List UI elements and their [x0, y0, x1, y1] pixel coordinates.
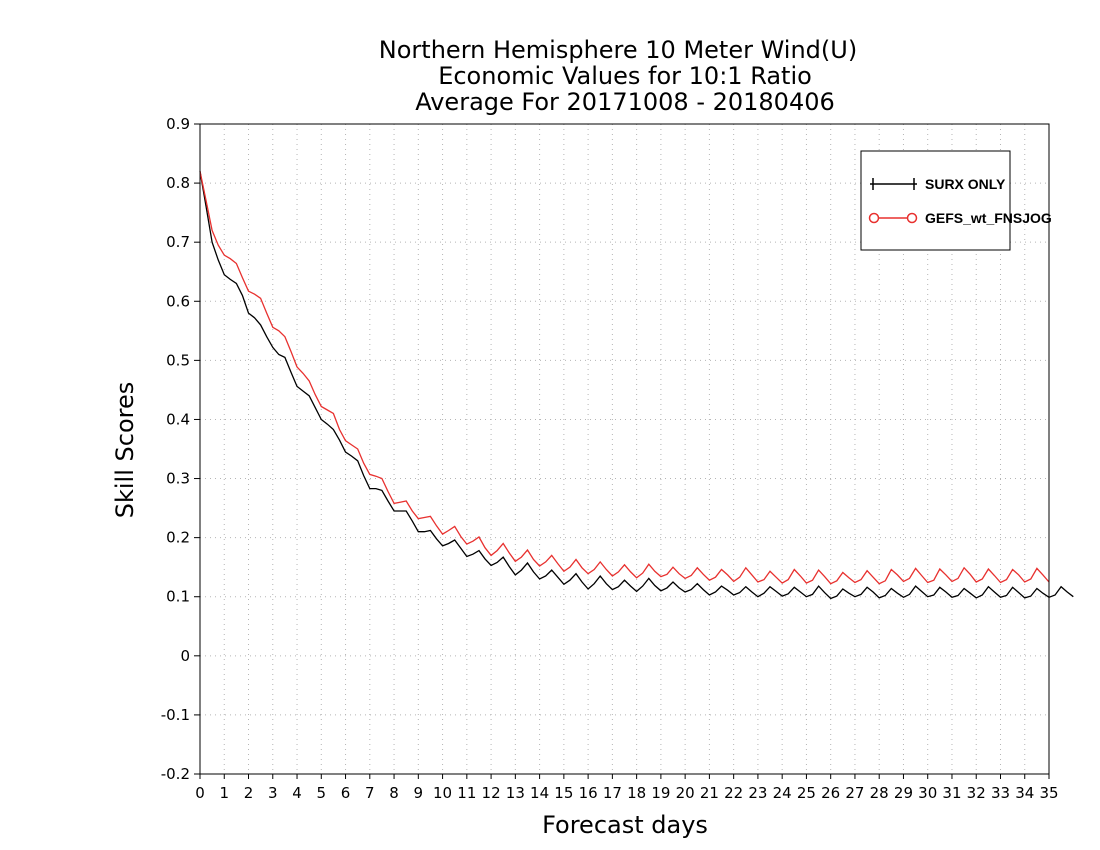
y-tick-label: 0.2 — [166, 529, 190, 547]
y-tick-label: 0.3 — [166, 470, 190, 488]
legend-label-surx-only: SURX ONLY — [925, 176, 1006, 192]
plot-area-border — [199, 123, 1050, 775]
x-tick-label: 32 — [967, 784, 986, 802]
y-tick-label: 0.8 — [166, 174, 190, 192]
x-tick-label: 22 — [724, 784, 743, 802]
y-axis: 0.9 0.8 0.7 0.6 0.5 0.4 0.3 0.2 0.1 0 -0.1 -0.2 — [161, 115, 200, 783]
x-tick-label: 34 — [1015, 784, 1034, 802]
x-tick-label: 35 — [1039, 784, 1058, 802]
y-tick-label: -0.1 — [161, 706, 190, 724]
x-tick-label: 21 — [700, 784, 719, 802]
x-tick-label: 8 — [389, 784, 399, 802]
x-tick-label: 23 — [748, 784, 767, 802]
x-tick-label: 33 — [991, 784, 1010, 802]
x-tick-label: 15 — [554, 784, 573, 802]
y-tick-label: 0.5 — [166, 351, 190, 369]
y-tick-label: 0.9 — [166, 115, 190, 133]
x-tick-label: 16 — [579, 784, 598, 802]
x-tick-label: 10 — [433, 784, 452, 802]
legend-marker-circle-left — [868, 212, 880, 224]
x-tick-label: 17 — [603, 784, 622, 802]
x-tick-label: 1 — [219, 784, 229, 802]
x-tick-label: 0 — [195, 784, 205, 802]
x-tick-label: 7 — [365, 784, 375, 802]
x-tick-label: 13 — [506, 784, 525, 802]
x-tick-label: 19 — [651, 784, 670, 802]
x-tick-label: 5 — [317, 784, 327, 802]
legend-marker-circle-right — [906, 212, 918, 224]
x-tick-label: 28 — [870, 784, 889, 802]
title-line-2: Economic Values for 10:1 Ratio — [438, 62, 812, 90]
x-tick-label: 30 — [918, 784, 937, 802]
x-axis: 0 1 2 3 4 5 6 7 8 9 10 11 12 13 14 15 16 17 18 19 20 21 22 23 24… — [195, 774, 1059, 802]
title-line-1: Northern Hemisphere 10 Meter Wind(U) — [379, 36, 857, 64]
legend: SURX ONLY GEFS_wt_FNSJOG — [860, 150, 1052, 251]
series-layer — [199, 171, 1074, 600]
x-tick-label: 31 — [942, 784, 961, 802]
grid — [199, 123, 1050, 775]
chart-title: Northern Hemisphere 10 Meter Wind(U) Eco… — [379, 36, 857, 116]
legend-label-gefs: GEFS_wt_FNSJOG — [925, 210, 1052, 226]
y-axis-label: Skill Scores — [111, 382, 139, 519]
series-line-gefs — [199, 171, 1050, 585]
x-tick-label: 9 — [414, 784, 424, 802]
x-tick-label: 2 — [244, 784, 254, 802]
series-line-surx-only — [199, 171, 1074, 600]
y-tick-label: 0.7 — [166, 233, 190, 251]
y-tick-label: 0.6 — [166, 292, 190, 310]
x-tick-label: 6 — [341, 784, 351, 802]
x-tick-label: 26 — [821, 784, 840, 802]
x-tick-label: 27 — [845, 784, 864, 802]
x-tick-label: 25 — [797, 784, 816, 802]
x-tick-label: 18 — [627, 784, 646, 802]
y-tick-label: 0.1 — [166, 588, 190, 606]
x-tick-label: 20 — [676, 784, 695, 802]
x-tick-label: 11 — [457, 784, 476, 802]
y-tick-label: 0 — [180, 647, 190, 665]
x-tick-label: 12 — [482, 784, 501, 802]
x-tick-label: 29 — [894, 784, 913, 802]
x-tick-label: 24 — [773, 784, 792, 802]
x-tick-label: 3 — [268, 784, 278, 802]
title-line-3: Average For 20171008 - 20180406 — [415, 88, 835, 116]
legend-entry-gefs: GEFS_wt_FNSJOG — [868, 210, 1052, 226]
x-axis-label: Forecast days — [542, 811, 708, 839]
y-tick-label: -0.2 — [161, 765, 190, 783]
x-tick-label: 14 — [530, 784, 549, 802]
legend-box — [860, 150, 1011, 251]
y-tick-label: 0.4 — [166, 410, 190, 428]
x-tick-label: 4 — [292, 784, 302, 802]
legend-entry-surx-only: SURX ONLY — [870, 176, 1006, 192]
